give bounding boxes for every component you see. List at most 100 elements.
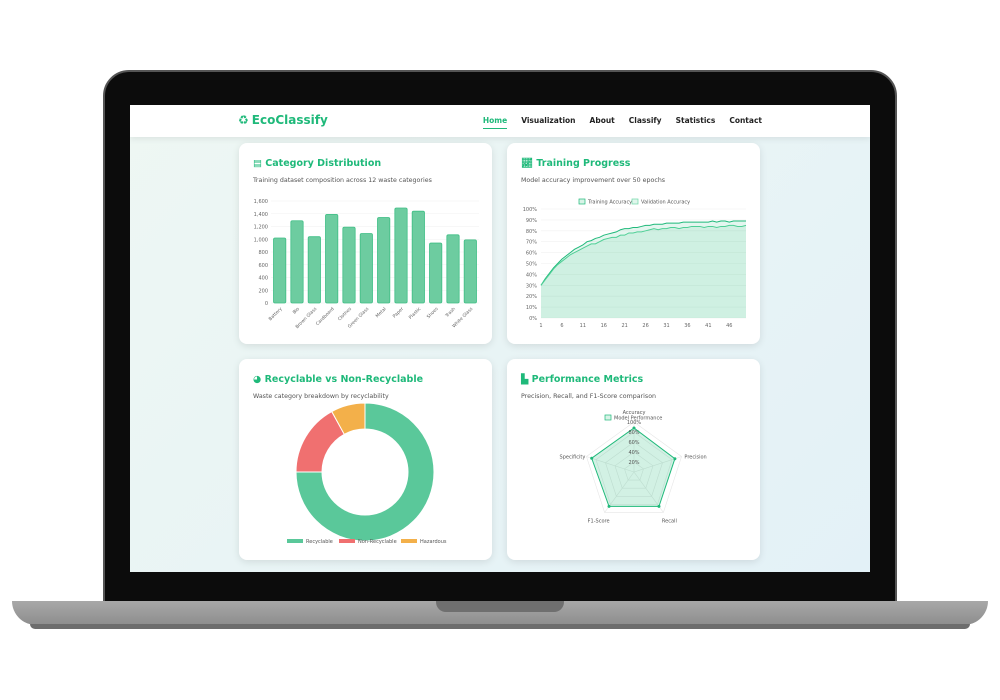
nav-about[interactable]: About xyxy=(589,116,615,125)
y-tick-label: 50% xyxy=(526,262,537,268)
bar xyxy=(377,217,391,304)
r-tick-label: 20% xyxy=(628,460,639,466)
radar-point xyxy=(673,457,677,461)
nav-visualization[interactable]: Visualization xyxy=(521,116,576,125)
radar-grid xyxy=(614,451,654,489)
y-tick-label: 400 xyxy=(258,276,268,282)
x-tick-label: 36 xyxy=(684,323,690,329)
x-tick-label: 41 xyxy=(705,323,711,329)
x-tick-label: Paper xyxy=(392,306,405,319)
brand-name: EcoClassify xyxy=(251,113,328,127)
recyclable-card: Recyclable Non-Recyclable Hazardous ◕ Recy… xyxy=(239,359,492,560)
legend-swatch xyxy=(578,198,586,205)
legend-label: Model Performance xyxy=(614,416,662,422)
card-title: Category Distribution xyxy=(265,158,382,169)
nav-classify[interactable]: Classify xyxy=(628,116,662,125)
radar-point xyxy=(607,504,611,508)
y-tick-label: 10% xyxy=(526,305,537,311)
series-line xyxy=(540,220,746,286)
y-tick-label: 0% xyxy=(529,316,537,322)
axis-label: F1-Score xyxy=(588,518,610,524)
axis-label: Recall xyxy=(662,518,677,524)
laptop-notch xyxy=(436,601,564,612)
training-line-chart: Training Accuracy Validation Accuracy 0% 10… xyxy=(523,198,747,329)
y-tick-label: 1,400 xyxy=(254,212,268,218)
x-tick-label: 21 xyxy=(621,323,627,329)
bar xyxy=(342,226,356,304)
x-tick-label: Shoes xyxy=(426,306,440,320)
bar-chart-icon: ▤ xyxy=(253,158,266,169)
recycle-icon: ♻ xyxy=(238,113,249,127)
y-tick-label: 80% xyxy=(526,229,537,235)
radar-grid xyxy=(586,421,682,513)
bar xyxy=(273,237,287,304)
x-tick-label: Trash xyxy=(444,306,457,319)
x-tick-label: 6 xyxy=(560,323,563,329)
x-tick-label: Metal xyxy=(375,306,388,319)
nav-statistics[interactable]: Statistics xyxy=(675,116,716,125)
training-progress-card: Training Accuracy Validation Accuracy 0% 10… xyxy=(507,143,760,344)
bar xyxy=(307,236,321,304)
series-line xyxy=(540,224,747,286)
series-area xyxy=(541,220,746,318)
y-tick-label: 20% xyxy=(526,294,537,300)
card-subtitle: Training dataset composition across 12 w… xyxy=(253,177,432,184)
legend-label: Validation Accuracy xyxy=(641,200,690,206)
x-tick-label: 31 xyxy=(663,323,669,329)
brand-logo[interactable]: ♻ EcoClassify xyxy=(238,113,328,127)
y-tick-label: 800 xyxy=(258,250,268,256)
y-tick-label: 600 xyxy=(258,263,268,269)
y-tick-label: 0 xyxy=(265,301,268,307)
screen: ♻ EcoClassify Home Visualization About C… xyxy=(130,105,870,572)
card-title: Recyclable vs Non-Recyclable xyxy=(264,374,424,385)
legend-label: Recyclable xyxy=(306,539,333,545)
x-tick-label: Battery xyxy=(268,306,284,322)
card-subtitle: Waste category breakdown by recyclabilit… xyxy=(253,393,389,400)
series-area xyxy=(541,225,746,318)
radar-area xyxy=(591,427,676,507)
nav-contact[interactable]: Contact xyxy=(729,116,762,125)
performance-radar-chart: Model Performance 20% 40% 60% 80% 100% Accurac… xyxy=(560,410,707,524)
performance-metrics-card: Model Performance 20% 40% 60% 80% 100% Accurac… xyxy=(507,359,760,560)
legend-swatch xyxy=(604,414,612,421)
bar xyxy=(446,234,460,304)
bar xyxy=(290,220,304,304)
x-tick-label: Bio xyxy=(292,306,301,315)
y-tick-label: 70% xyxy=(526,240,537,246)
legend-swatch xyxy=(339,539,355,543)
area-chart-icon: ▙ xyxy=(521,374,532,385)
x-tick-label: 46 xyxy=(726,323,732,329)
legend-label: Non-Recyclable xyxy=(358,539,397,545)
laptop-base-edge xyxy=(30,624,970,629)
r-tick-label: 100% xyxy=(627,420,642,426)
bar xyxy=(429,242,443,304)
bar xyxy=(359,233,373,304)
axis-label: Precision xyxy=(684,455,706,461)
radar-grid xyxy=(605,441,663,497)
radar-grid xyxy=(595,431,673,505)
legend-swatch xyxy=(287,539,303,543)
radar-point xyxy=(657,504,661,508)
card-subtitle: Model accuracy improvement over 50 epoch… xyxy=(521,177,666,184)
bar xyxy=(411,210,425,304)
bar xyxy=(325,213,339,304)
nav-home[interactable]: Home xyxy=(482,116,508,129)
y-tick-label: 1,600 xyxy=(254,199,268,205)
category-distribution-card: 0 200 400 600 800 1,000 1,200 1,400 1,600 Battery… xyxy=(239,143,492,344)
donut-slice xyxy=(295,402,435,542)
y-tick-label: 30% xyxy=(526,283,537,289)
r-tick-label: 40% xyxy=(628,450,639,456)
x-tick-label: Plastic xyxy=(408,306,423,321)
category-bar-chart: 0 200 400 600 800 1,000 1,200 1,400 1,600 Battery… xyxy=(254,199,479,330)
recyclable-donut-chart: Recyclable Non-Recyclable Hazardous xyxy=(287,402,447,545)
card-title: Training Progress xyxy=(536,158,631,169)
x-tick-label: 1 xyxy=(539,323,542,329)
legend-label: Training Accuracy xyxy=(587,200,632,206)
legend-swatch xyxy=(401,539,417,543)
bar xyxy=(463,239,477,304)
y-tick-label: 100% xyxy=(523,207,538,213)
radar-spoke xyxy=(586,456,635,473)
y-tick-label: 40% xyxy=(526,272,537,278)
card-title: Performance Metrics xyxy=(531,374,644,385)
y-tick-label: 60% xyxy=(526,251,537,257)
